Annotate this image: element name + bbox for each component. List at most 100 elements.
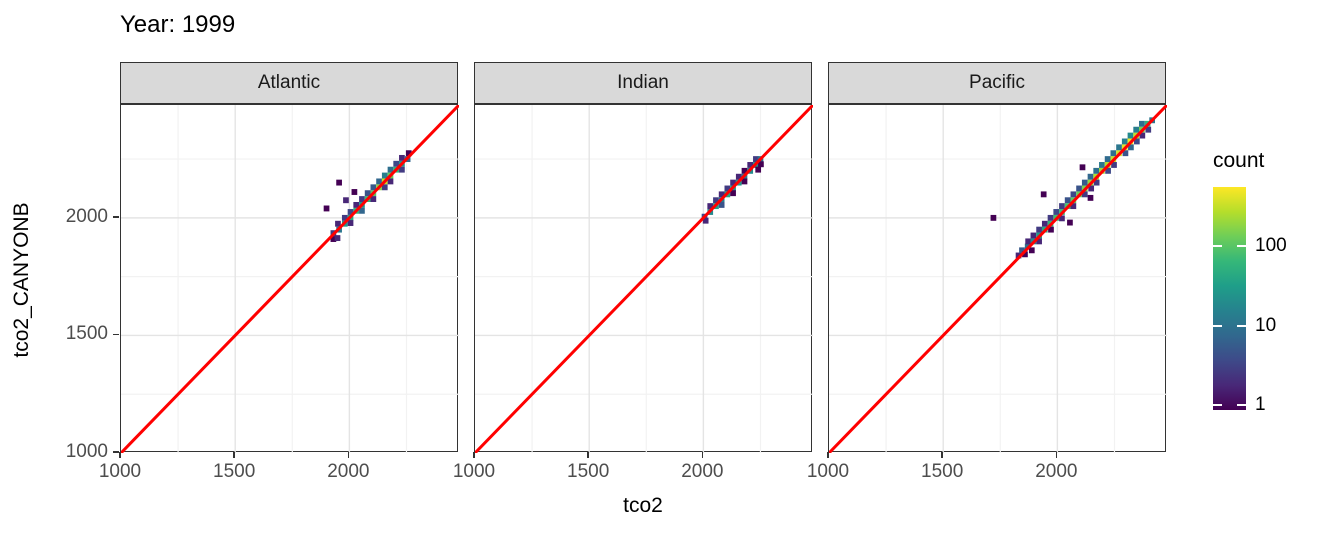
bin2d-cell [351, 189, 358, 195]
bin2d-cell [735, 173, 742, 180]
bin2d-cell [1067, 219, 1073, 226]
y-axis-title: tco2_CANYONB [10, 202, 33, 358]
x-tick-label: 2000 [327, 461, 370, 482]
bin2d-cell [1081, 179, 1088, 186]
bin2d-cell [1015, 252, 1022, 259]
bin2d-cell [1139, 120, 1145, 127]
x-tick-label: 1500 [567, 461, 610, 482]
bin2d-cell [702, 217, 709, 224]
facet-strip-label: Indian [617, 72, 669, 93]
bin2d-cell [1105, 167, 1111, 174]
bin2d-cell [1104, 156, 1111, 163]
bin2d-cell [747, 162, 754, 168]
bin2d-cell [1099, 162, 1105, 168]
y-tick-mark [113, 451, 119, 453]
bin2d-cell [1041, 220, 1048, 227]
bin2d-cell [1040, 191, 1047, 198]
identity-line [475, 105, 813, 453]
bin2d-cell [707, 203, 714, 210]
legend-tick-mark [1213, 245, 1222, 248]
x-tick-label: 1000 [98, 461, 142, 482]
bin2d-cell [1116, 144, 1122, 151]
panel-pacific [828, 104, 1167, 453]
bin2d-cell [359, 207, 365, 214]
bin2d-cell [341, 214, 348, 221]
facet-strip-indian: Indian [474, 62, 812, 104]
bin2d-cell [323, 205, 330, 212]
bin2d-cell [1081, 191, 1088, 198]
bin2d-cell [1025, 238, 1032, 245]
bin2d-cell [724, 185, 731, 192]
x-tick-label: 2000 [1035, 461, 1078, 482]
legend-tick-mark [1237, 404, 1246, 407]
x-tick-mark [233, 452, 235, 458]
legend-tick-mark [1213, 404, 1222, 407]
bin2d-cell [741, 178, 748, 185]
legend-colorbar [1213, 187, 1246, 410]
x-tick-mark [347, 452, 350, 458]
bin2d-cell [718, 191, 725, 198]
bin2d-cell [370, 196, 377, 202]
legend-tick-label: 100 [1255, 235, 1287, 257]
bin2d-cell [405, 150, 412, 157]
bin2d-cell [755, 166, 762, 173]
bin2d-cell [1111, 162, 1117, 168]
identity-line [829, 105, 1167, 453]
bin2d-cell [330, 236, 337, 242]
bin2d-cell [730, 179, 736, 186]
y-tick-label: 1000 [65, 441, 108, 462]
bin2d-cell [1088, 185, 1095, 192]
bin2d-cell [1028, 247, 1035, 254]
y-tick-mark [113, 216, 119, 218]
bin2d-cell [718, 201, 725, 208]
y-tick-mark [113, 333, 119, 336]
bin2d-cell [1053, 209, 1060, 215]
bin2d-cell [334, 235, 341, 242]
bin2d-cell [990, 214, 997, 221]
facet-strip-pacific: Pacific [828, 62, 1166, 104]
bin2d-cell [1133, 138, 1140, 145]
legend-tick-label: 1 [1255, 394, 1266, 416]
bin2d-cell [1110, 150, 1117, 157]
bin2d-cell [1145, 126, 1152, 133]
bin2d-cell [1070, 203, 1077, 210]
bin2d-cell [381, 184, 388, 191]
y-tick-label: 1500 [65, 323, 108, 345]
x-tick-label: 1500 [921, 461, 964, 482]
bin2d-cell [1064, 197, 1071, 204]
bin2d-cell [336, 179, 342, 186]
bin2d-cell [381, 172, 388, 179]
bin2d-cell [399, 154, 405, 161]
bin2d-cell [399, 166, 405, 173]
bin2d-cell [1036, 226, 1042, 233]
bin2d-cell [1048, 226, 1054, 233]
panel-atlantic [120, 104, 459, 453]
bin2d-cell [1019, 247, 1025, 254]
bin2d-cell [1121, 138, 1128, 145]
bin2d-cell [347, 220, 354, 226]
bin2d-cell [1127, 132, 1134, 139]
x-tick-mark [941, 452, 943, 458]
bin2d-cell [1036, 238, 1042, 245]
bin2d-cell [376, 178, 382, 185]
legend-tick-label: 10 [1255, 314, 1277, 336]
bin2d-cell [364, 190, 371, 197]
facet-strip-atlantic: Atlantic [120, 62, 458, 104]
facet-strip-label: Pacific [969, 72, 1025, 93]
x-tick-mark [473, 452, 475, 458]
x-tick-mark [587, 452, 589, 458]
bin2d-cell [1030, 232, 1037, 239]
bin2d-cell [1079, 164, 1086, 171]
bin2d-cell [1087, 194, 1094, 201]
bin2d-cell [1128, 144, 1134, 151]
bin2d-cell [1122, 150, 1129, 157]
x-axis-title: tco2 [623, 494, 663, 517]
x-tick-label: 2000 [681, 461, 724, 482]
x-tick-label: 1000 [452, 461, 496, 482]
x-tick-mark [827, 452, 829, 458]
bin2d-cell [387, 166, 394, 173]
legend-tick-mark [1237, 245, 1246, 248]
plot-title: Year: 1999 [120, 11, 236, 38]
bin2d-cell [359, 196, 365, 202]
bin2d-cell [1139, 132, 1146, 139]
